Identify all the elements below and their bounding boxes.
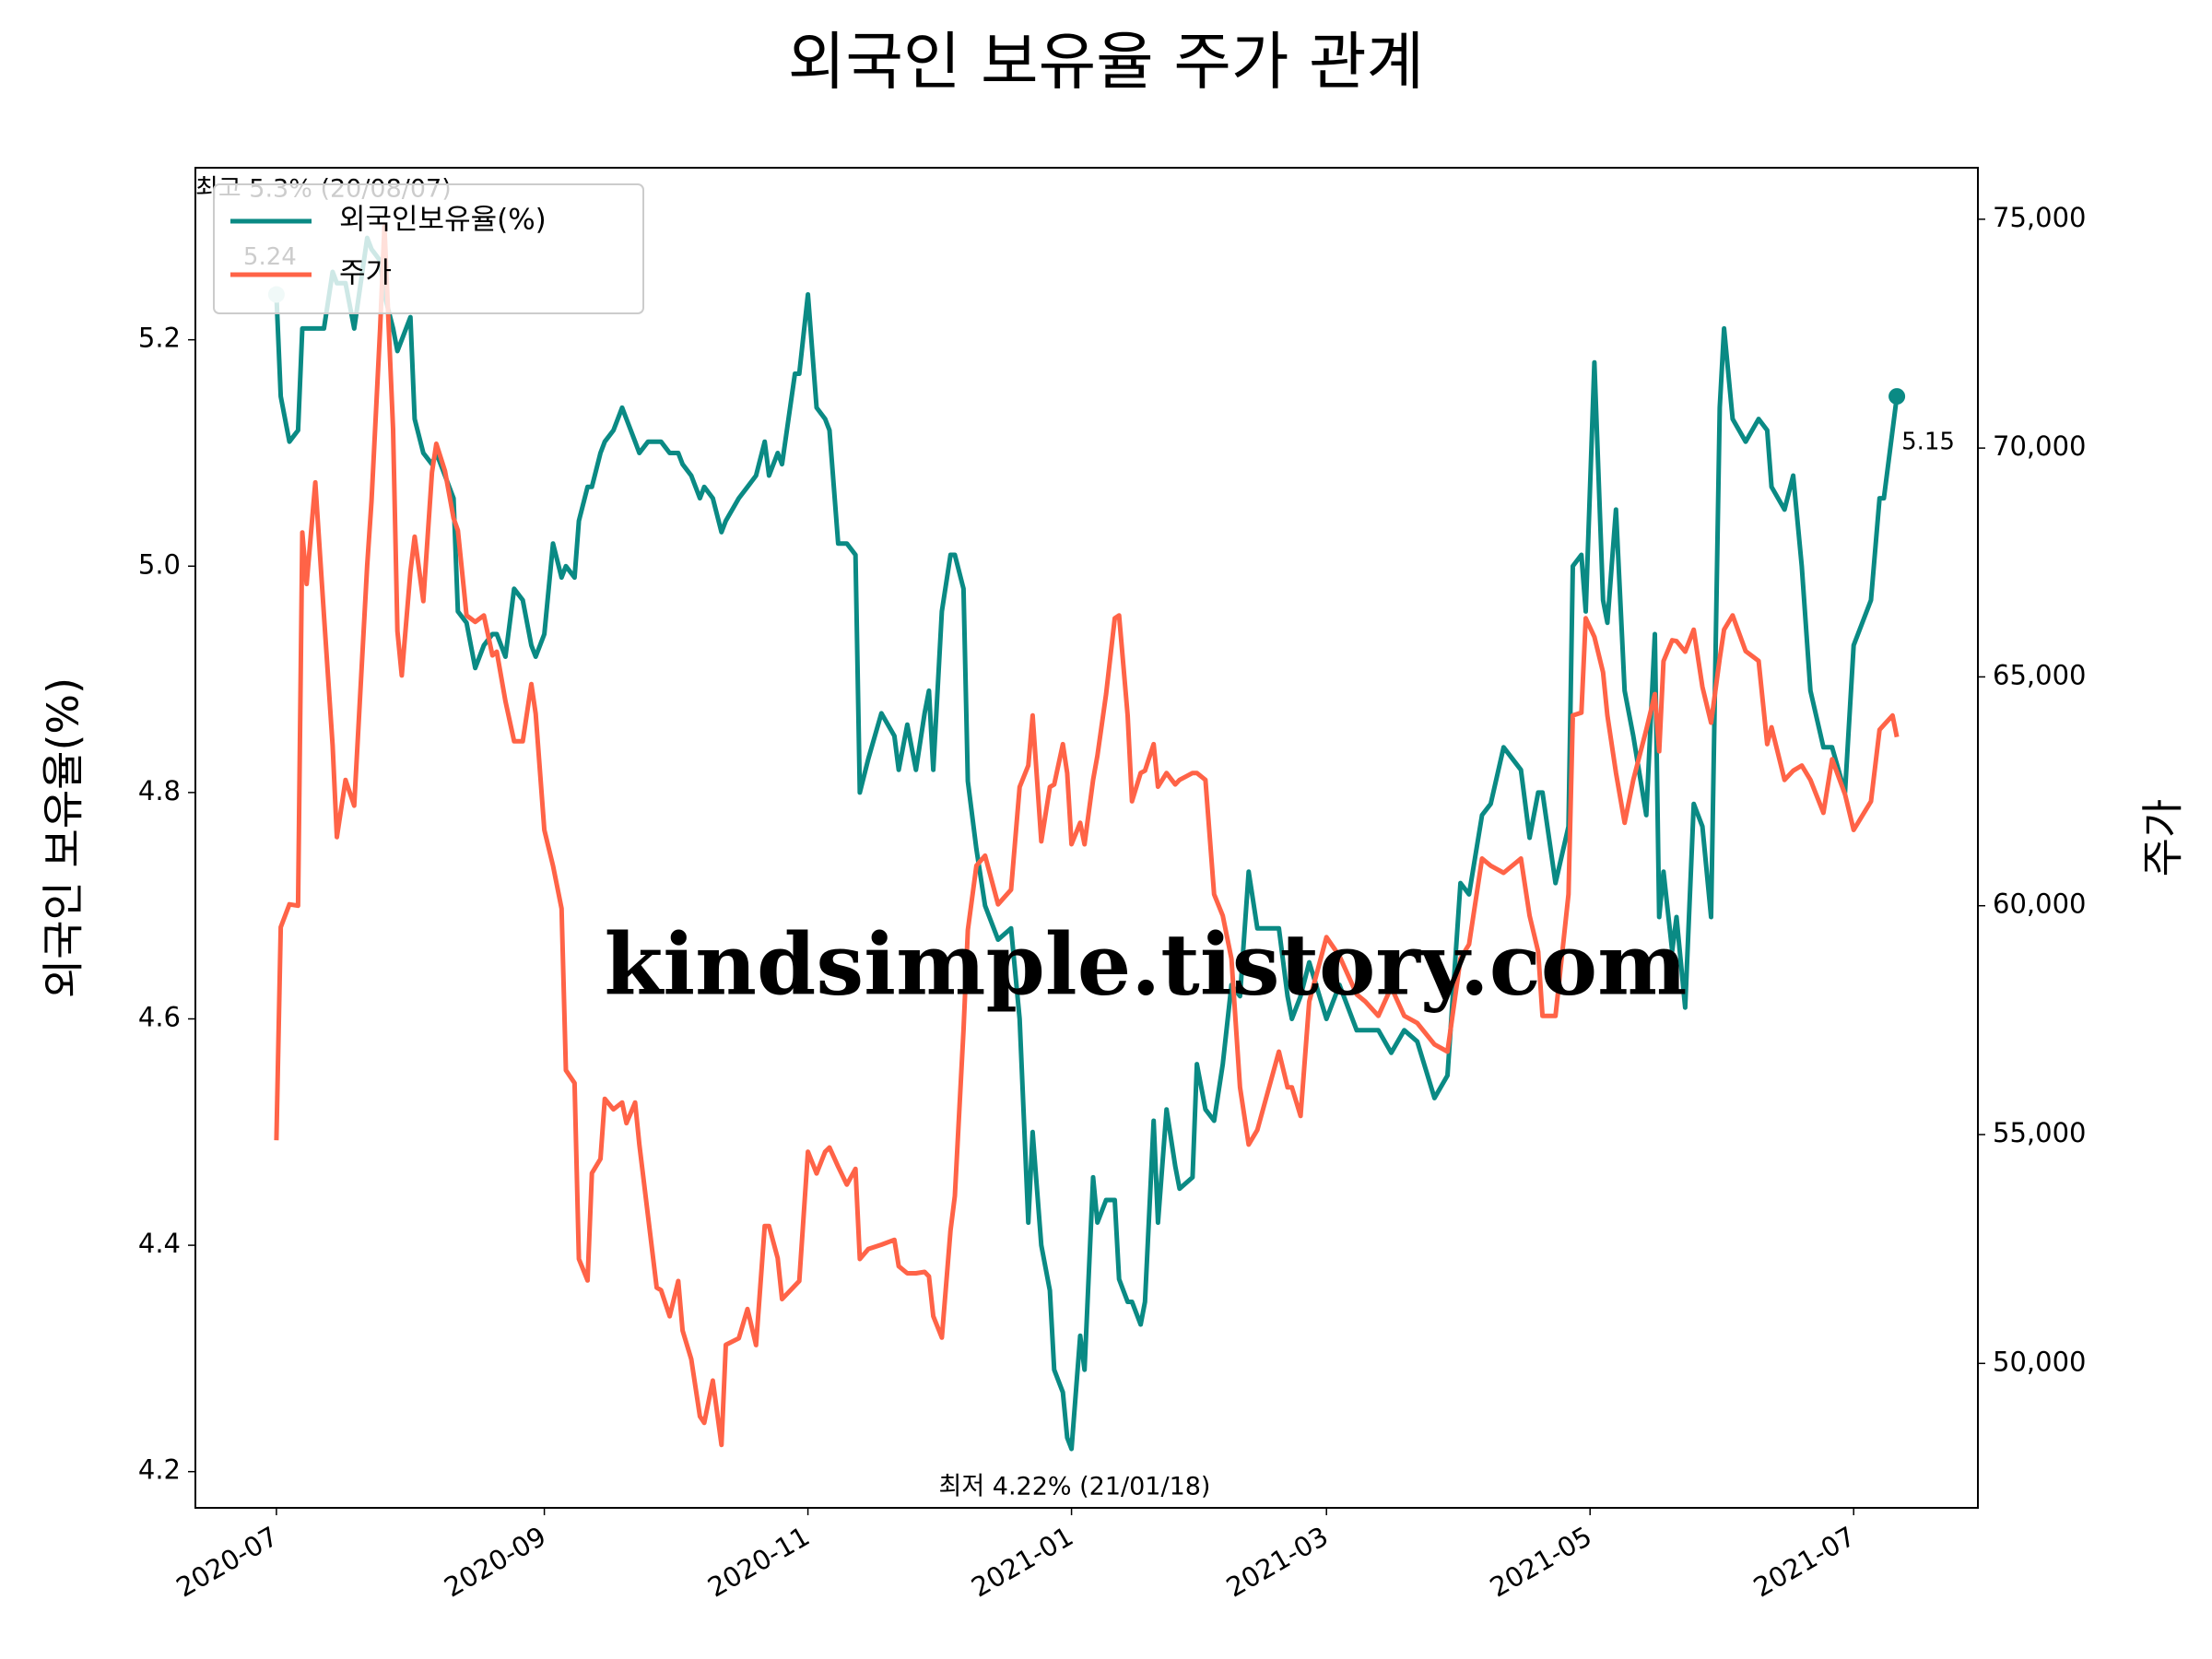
y2-tick-label: 65,000 — [1993, 659, 2086, 690]
y2-tick-label: 55,000 — [1993, 1117, 2086, 1148]
y-tick-label: 5.2 — [138, 323, 181, 354]
y2-tick-label: 75,000 — [1993, 202, 2086, 233]
y2-axis-label: 주가 — [2138, 799, 2188, 877]
watermark: kindsimple.tistory.com — [604, 915, 1687, 1015]
y-tick-label: 4.8 — [138, 775, 181, 806]
y-tick-label: 4.4 — [138, 1228, 181, 1259]
legend: 외국인보유율(%) 주가 — [213, 183, 644, 314]
legend-label: 주가 — [339, 257, 392, 290]
series-line — [274, 224, 1900, 1448]
legend-box — [213, 183, 644, 314]
y-tick-label: 4.6 — [138, 1001, 181, 1032]
series-line — [274, 235, 1900, 1452]
y-tick-label: 5.0 — [138, 548, 181, 580]
y2-tick-label: 60,000 — [1993, 888, 2086, 920]
y-tick-label: 4.2 — [138, 1454, 181, 1486]
plot-frame — [194, 167, 1979, 1509]
annotation: 최저 4.22% (21/01/18) — [939, 1473, 1211, 1501]
y2-tick-label: 50,000 — [1993, 1346, 2086, 1377]
y2-tick-label: 70,000 — [1993, 430, 2086, 462]
end-value-label: 5.15 — [1901, 429, 1955, 456]
legend-label: 외국인보유율(%) — [339, 204, 547, 237]
chart-title: 외국인 보유율 주가 관계 — [788, 27, 1424, 100]
end-point — [1888, 388, 1906, 406]
y-axis-label: 외국인 보유율(%) — [39, 677, 88, 998]
